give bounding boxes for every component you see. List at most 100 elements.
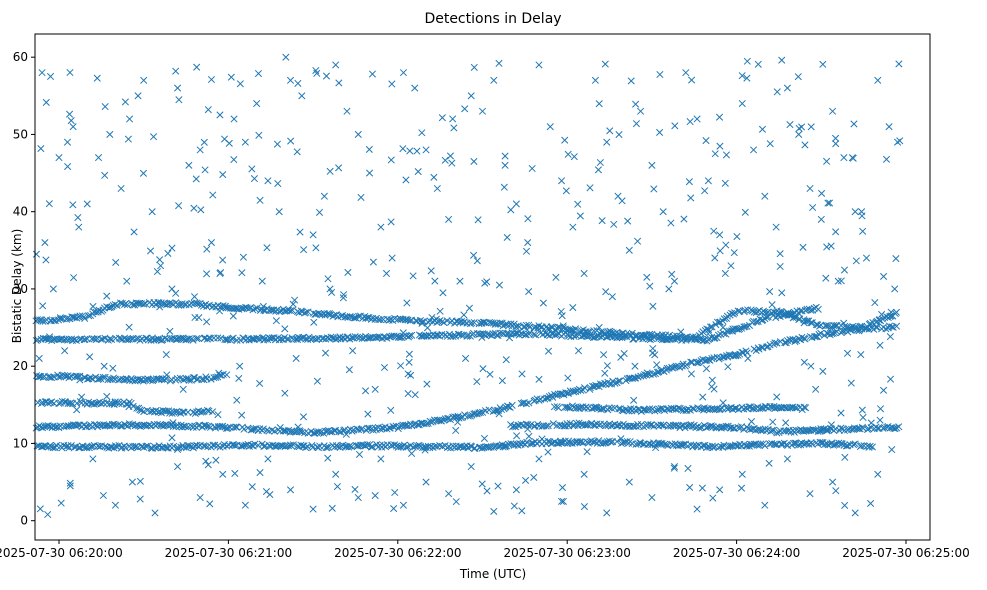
data-point-marker [511,330,519,338]
data-point-marker [607,438,615,446]
data-point-marker [648,334,656,343]
data-point-marker [61,372,69,380]
data-point-marker [637,372,645,380]
data-point-marker [570,388,578,396]
data-point-marker [532,331,540,339]
data-point-marker [302,308,310,316]
x-axis-label: Time (UTC) [459,567,526,581]
data-point-marker [738,324,746,332]
x-tick-label: 2025-07-30 06:24:00 [673,546,800,560]
data-point-marker [348,443,356,451]
data-point-marker [728,309,736,317]
data-point-marker [240,442,248,450]
data-point-marker [553,331,561,339]
data-point-marker [577,386,585,395]
data-point-marker [56,315,65,323]
data-point-marker [224,336,232,344]
data-point-marker [655,334,663,343]
data-point-marker [144,336,153,344]
data-point-marker [211,441,219,449]
y-tick-label: 10 [13,436,28,450]
data-point-marker [683,361,691,369]
data-point-marker [440,319,448,327]
data-point-marker [322,443,330,451]
y-tick-label: 0 [20,514,28,528]
data-point-marker [163,407,171,415]
data-point-marker [233,423,241,431]
x-tick-label: 2025-07-30 06:21:00 [165,546,292,560]
data-point-marker [411,420,419,428]
data-point-marker [418,318,426,326]
data-point-marker [478,444,486,452]
data-point-marker [90,400,98,408]
data-point-marker [173,407,181,415]
data-point-marker [720,330,728,338]
data-point-marker [354,333,362,341]
data-point-marker [61,398,69,406]
data-point-marker [658,439,666,448]
data-point-marker [761,308,769,316]
data-point-marker [40,442,48,450]
data-point-marker [185,335,193,343]
data-point-marker [64,442,72,450]
data-point-marker [108,335,116,343]
data-point-marker [547,439,555,448]
data-point-marker [111,300,119,309]
data-point-marker [680,440,688,449]
data-point-marker [476,409,484,417]
data-point-marker [152,444,160,452]
data-point-marker [185,442,193,450]
data-point-marker [365,424,373,432]
y-tick-label: 20 [13,359,28,373]
data-point-marker [621,332,629,340]
data-point-marker [725,351,733,359]
data-point-marker [613,437,621,446]
data-point-marker [522,321,530,329]
data-point-marker [586,331,594,340]
data-point-marker [279,442,287,450]
data-point-marker [580,384,589,392]
data-point-marker [73,314,81,322]
data-point-marker [267,306,275,314]
data-point-marker [507,320,515,328]
data-point-marker [402,443,410,451]
data-point-marker [636,439,644,447]
data-point-marker [830,322,838,330]
data-point-marker [823,322,831,330]
data-point-marker [289,441,297,449]
data-point-marker [55,373,63,381]
data-point-marker [74,372,82,380]
data-point-marker [493,331,501,339]
data-point-marker [75,444,83,452]
data-point-marker [530,330,538,338]
data-point-marker [811,333,819,341]
data-point-marker [611,379,619,387]
data-point-marker [219,422,227,430]
data-point-marker [404,316,412,324]
data-point-marker [271,427,279,435]
data-point-marker [593,382,601,390]
data-point-marker [83,422,91,430]
data-point-marker [67,399,75,407]
data-point-marker [358,425,366,433]
data-point-marker [88,442,96,450]
data-point-marker [350,314,358,322]
data-point-marker [165,407,173,415]
data-point-marker [302,335,310,343]
data-point-marker [416,442,425,450]
data-point-marker [568,439,576,447]
data-point-marker [221,335,229,343]
data-point-marker [736,325,744,333]
data-point-marker [776,338,784,346]
data-point-marker [570,332,578,341]
data-point-marker [313,335,321,344]
data-point-marker [763,313,771,321]
data-point-marker [814,305,822,313]
x-tick-label: 2025-07-30 06:22:00 [334,546,461,560]
data-point-marker [475,320,483,328]
data-point-marker [141,300,149,308]
data-point-marker [198,408,207,416]
data-point-marker [115,400,123,408]
